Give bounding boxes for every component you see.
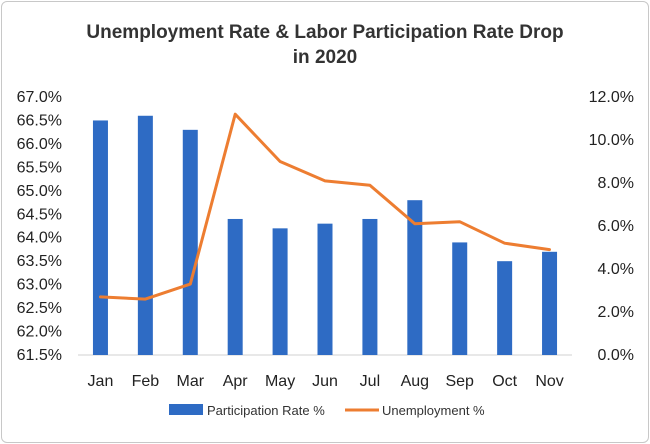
participation-bar — [452, 242, 468, 355]
left-tick-label: 63.5% — [17, 253, 62, 270]
left-tick-label: 62.0% — [17, 324, 62, 341]
participation-bar — [362, 218, 378, 355]
legend-participation-label: Participation Rate % — [207, 403, 325, 418]
right-tick-label: 2.0% — [598, 304, 634, 321]
x-tick-label: May — [265, 373, 295, 390]
x-tick-label: Oct — [492, 373, 517, 390]
x-tick-label: Feb — [132, 373, 160, 390]
participation-bar — [182, 129, 198, 355]
right-tick-label: 12.0% — [589, 89, 634, 106]
x-axis-ticks: Jan Feb Mar Apr May Jun Jul Aug Sep Oct Nov — [88, 373, 564, 390]
left-tick-label: 66.5% — [17, 112, 62, 129]
left-tick-label: 66.0% — [17, 136, 62, 153]
left-tick-label: 65.5% — [17, 159, 62, 176]
left-tick-label: 61.5% — [17, 347, 62, 364]
chart-title: Unemployment Rate & Labor Participation … — [0, 20, 650, 70]
x-tick-label: Mar — [176, 373, 204, 390]
legend-participation-swatch — [169, 404, 203, 415]
participation-bar — [227, 218, 243, 355]
participation-bar — [542, 251, 558, 355]
right-tick-label: 4.0% — [598, 261, 634, 278]
right-tick-label: 10.0% — [589, 132, 634, 149]
legend-unemployment-label: Unemployment % — [382, 403, 485, 418]
unemployment-line — [99, 112, 551, 301]
left-tick-label: 65.0% — [17, 183, 62, 200]
right-tick-label: 8.0% — [598, 175, 634, 192]
right-tick-label: 0.0% — [598, 347, 634, 364]
chart-title-line-1: Unemployment Rate & Labor Participation … — [86, 22, 564, 43]
participation-bar — [92, 120, 108, 355]
participation-bar — [317, 223, 333, 355]
x-tick-label: Jul — [360, 373, 380, 390]
left-tick-label: 67.0% — [17, 89, 62, 106]
participation-bar — [497, 261, 513, 355]
right-axis-ticks: 0.0% 2.0% 4.0% 6.0% 8.0% 10.0% 12.0% — [589, 89, 634, 364]
left-tick-label: 62.5% — [17, 300, 62, 317]
left-axis-ticks: 61.5% 62.0% 62.5% 63.0% 63.5% 64.0% 64.5% 65.0%… — [17, 89, 62, 364]
x-tick-label: Nov — [535, 373, 563, 390]
participation-bar — [272, 228, 288, 355]
left-tick-label: 64.0% — [17, 230, 62, 247]
x-tick-label: Jan — [88, 373, 114, 390]
x-tick-label: Sep — [445, 373, 474, 390]
left-tick-label: 64.5% — [17, 206, 62, 223]
x-tick-label: Apr — [223, 373, 249, 390]
legend: Participation Rate % Unemployment % — [169, 403, 485, 418]
x-tick-label: Aug — [401, 373, 429, 390]
x-tick-label: Jun — [312, 373, 338, 390]
participation-bar — [137, 115, 153, 355]
participation-bar — [407, 200, 423, 355]
right-tick-label: 6.0% — [598, 218, 634, 235]
chart-title-line-2: in 2020 — [292, 47, 358, 68]
left-tick-label: 63.0% — [17, 277, 62, 294]
